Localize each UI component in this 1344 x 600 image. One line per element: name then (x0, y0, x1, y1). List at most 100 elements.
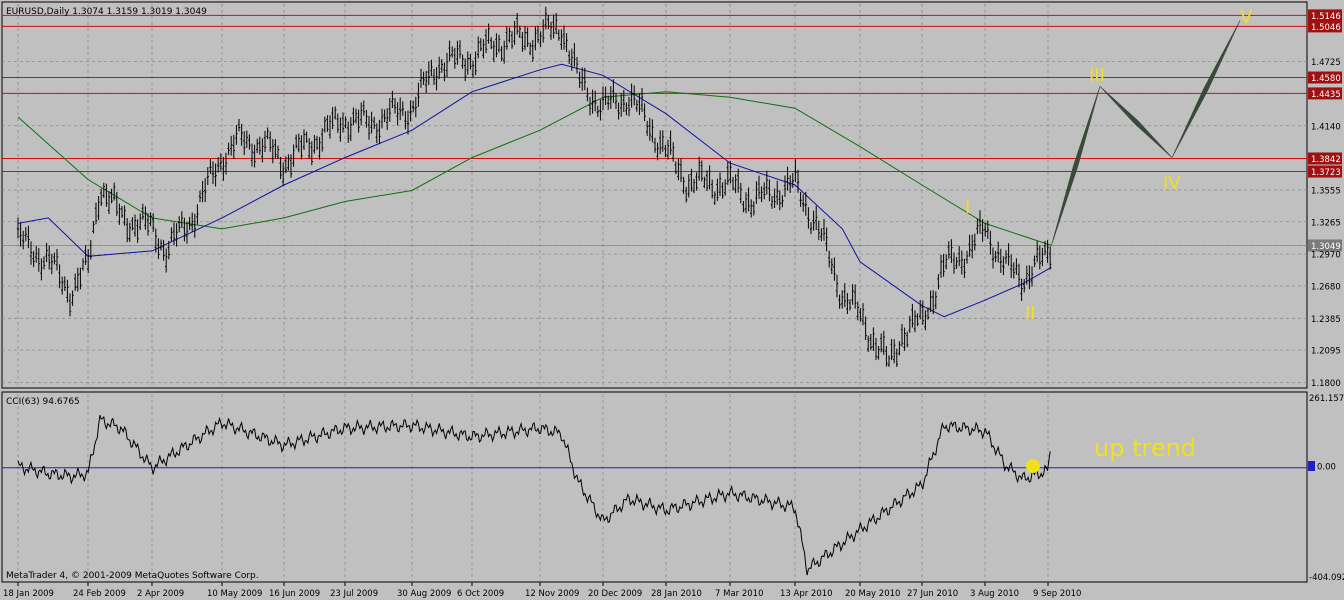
price-bar (253, 144, 256, 168)
date-axis-label: 20 May 2010 (845, 589, 900, 599)
price-bar (344, 116, 347, 129)
price-bar (804, 191, 807, 216)
price-bar (989, 230, 992, 255)
indicator-panel[interactable] (1, 391, 1308, 583)
price-panel[interactable] (1, 1, 1308, 389)
price-bar (724, 179, 727, 196)
price-axis-label: 1.1800 (1311, 379, 1341, 389)
price-bar (913, 310, 917, 333)
price-bar (1043, 240, 1047, 256)
price-axis-label: 1.2970 (1311, 251, 1341, 261)
price-bar (375, 123, 378, 144)
price-bar (776, 180, 779, 205)
price-bar (40, 258, 43, 281)
price-bar (250, 143, 254, 167)
price-bar (271, 139, 274, 164)
price-bar (812, 210, 815, 231)
price-bar (100, 188, 103, 206)
price-bar (737, 168, 740, 193)
price-bar (781, 195, 784, 208)
price-bar (765, 170, 768, 195)
price-bar (997, 241, 1000, 263)
price-bar (295, 134, 298, 149)
price-axis-label: 1.4140 (1311, 122, 1341, 132)
price-axis-label: 1.4580 (1311, 74, 1341, 84)
price-bar (578, 71, 581, 88)
price-bar (113, 182, 116, 201)
price-bar (360, 102, 363, 126)
price-bar (149, 212, 152, 227)
price-bar (695, 172, 698, 191)
price-bar (591, 89, 594, 114)
price-bar (243, 131, 246, 156)
price-bar (617, 102, 620, 120)
trend-annotation: up trend (1094, 434, 1196, 462)
price-bar (555, 13, 558, 35)
price-bar (48, 245, 51, 270)
price-bar (841, 290, 844, 309)
price-bar (313, 135, 316, 154)
price-bar (128, 222, 131, 242)
price-bar (279, 156, 282, 180)
price-bar (1028, 265, 1031, 290)
price-bar (191, 212, 194, 232)
price-bar (685, 186, 688, 203)
price-bar (469, 53, 472, 70)
price-bar (770, 196, 774, 209)
price-bar (835, 274, 839, 298)
price-bar (419, 68, 423, 88)
price-bar (817, 220, 820, 241)
price-bar (700, 160, 703, 182)
price-bar (560, 29, 563, 50)
wave-segment[interactable] (1171, 20, 1241, 158)
price-bar (354, 108, 358, 124)
price-bar (27, 225, 30, 249)
price-badge (1308, 87, 1342, 100)
price-bar (854, 284, 857, 309)
price-bar (755, 181, 758, 204)
price-bar (596, 105, 599, 118)
price-bar (815, 205, 818, 230)
price-bar (42, 256, 46, 270)
price-bar (289, 154, 293, 178)
price-bar (742, 200, 745, 213)
price-bar (677, 158, 680, 181)
wave-projection (1051, 20, 1241, 246)
cci-scale-zero: 0.00 (1317, 463, 1336, 473)
price-bar (230, 135, 233, 156)
price-bar (620, 93, 623, 117)
price-bar (310, 141, 313, 166)
price-bar (440, 59, 443, 73)
price-bar (583, 67, 586, 91)
price-bar (435, 67, 438, 91)
price-bar (297, 133, 300, 153)
price-bar (448, 40, 451, 62)
price-bar (367, 115, 371, 140)
price-bar (529, 42, 532, 56)
price-axis-label: 1.3265 (1311, 218, 1341, 228)
price-bar (880, 333, 883, 353)
price-bar (373, 116, 376, 130)
price-bar (614, 93, 618, 109)
wave-label-5: V (1240, 7, 1253, 28)
price-bar (383, 109, 386, 123)
price-bar (458, 40, 462, 59)
price-bar (365, 110, 368, 128)
price-bar (479, 38, 482, 52)
date-axis-label: 27 Jun 2010 (907, 589, 958, 599)
price-bar (1025, 265, 1028, 285)
price-bar (266, 127, 269, 140)
price-bar (118, 203, 121, 225)
price-bar (152, 213, 155, 232)
price-bar (198, 190, 202, 203)
price-bar (357, 109, 360, 133)
price-bar (612, 79, 615, 103)
price-bar (843, 283, 846, 308)
price-bar (74, 273, 77, 291)
price-bar (908, 315, 911, 333)
price-axis-label: 1.2680 (1311, 282, 1341, 292)
date-axis-label: 30 Aug 2009 (397, 589, 451, 599)
price-bar (505, 26, 508, 50)
price-bar (932, 290, 935, 315)
